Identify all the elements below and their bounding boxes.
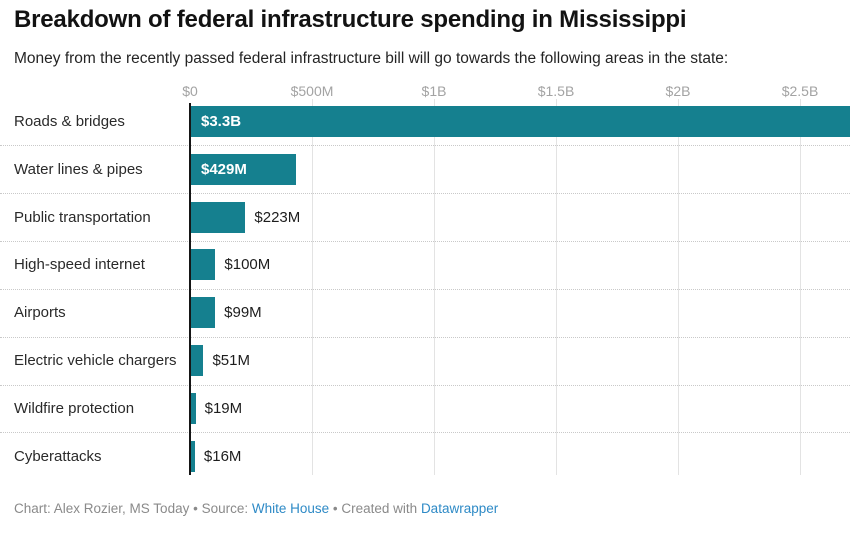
- value-label: $99M: [224, 304, 262, 321]
- row-separator: [0, 337, 850, 338]
- footer-datawrapper-link[interactable]: Datawrapper: [420, 501, 499, 516]
- bar-4: [191, 249, 216, 280]
- value-label: $223M: [254, 209, 301, 226]
- bar-7: [191, 393, 196, 424]
- gridline: [312, 99, 313, 475]
- bar-5: [191, 297, 216, 328]
- value-label: $429M: [201, 161, 247, 178]
- value-label: $100M: [224, 256, 271, 273]
- gridline: [678, 99, 679, 475]
- row-separator: [0, 145, 850, 146]
- chart-footer: Chart: Alex Rozier, MS Today • Source: W…: [14, 501, 834, 516]
- footer-credit: Chart: Alex Rozier, MS Today: [14, 501, 190, 516]
- chart-subtitle: Money from the recently passed federal i…: [14, 50, 729, 67]
- bar-8: [191, 441, 195, 472]
- value-label: $16M: [203, 448, 242, 465]
- row-separator: [0, 241, 850, 242]
- x-axis-tick-label: $1.5B: [537, 83, 575, 99]
- footer-separator-2: •: [329, 501, 342, 516]
- value-label: $19M: [204, 400, 243, 417]
- category-label: Roads & bridges: [14, 113, 125, 130]
- value-label: $3.3B: [201, 113, 242, 130]
- bar-2: [191, 154, 296, 185]
- x-axis-tick-label: $500M: [290, 83, 334, 99]
- x-axis-tick-label: $0: [182, 83, 198, 99]
- footer-source-link[interactable]: White House: [251, 501, 330, 516]
- bar-6: [191, 345, 204, 376]
- footer-created-label: Created with: [341, 501, 421, 516]
- x-axis-tick-label: $1B: [421, 83, 447, 99]
- row-separator: [0, 289, 850, 290]
- row-separator: [0, 385, 850, 386]
- category-label: Cyberattacks: [14, 448, 102, 465]
- chart-title: Breakdown of federal infrastructure spen…: [14, 6, 687, 33]
- category-label: Airports: [14, 304, 66, 321]
- x-axis-tick-label: $2B: [665, 83, 691, 99]
- row-separator: [0, 432, 850, 433]
- bar-3: [191, 202, 246, 233]
- value-label: $51M: [212, 352, 250, 369]
- category-label: Public transportation: [14, 209, 151, 226]
- category-label: Electric vehicle chargers: [14, 352, 177, 369]
- footer-separator-1: •: [189, 501, 202, 516]
- footer-source-label: Source:: [201, 501, 252, 516]
- gridline: [556, 99, 557, 475]
- category-label: Wildfire protection: [14, 400, 135, 417]
- category-label: High-speed internet: [14, 256, 145, 273]
- row-separator: [0, 193, 850, 194]
- gridline: [800, 99, 801, 475]
- bar-1: [191, 106, 850, 137]
- y-axis-baseline: [189, 103, 191, 475]
- category-label: Water lines & pipes: [14, 161, 143, 178]
- gridline: [434, 99, 435, 475]
- x-axis-tick-label: $2.5B: [781, 83, 819, 99]
